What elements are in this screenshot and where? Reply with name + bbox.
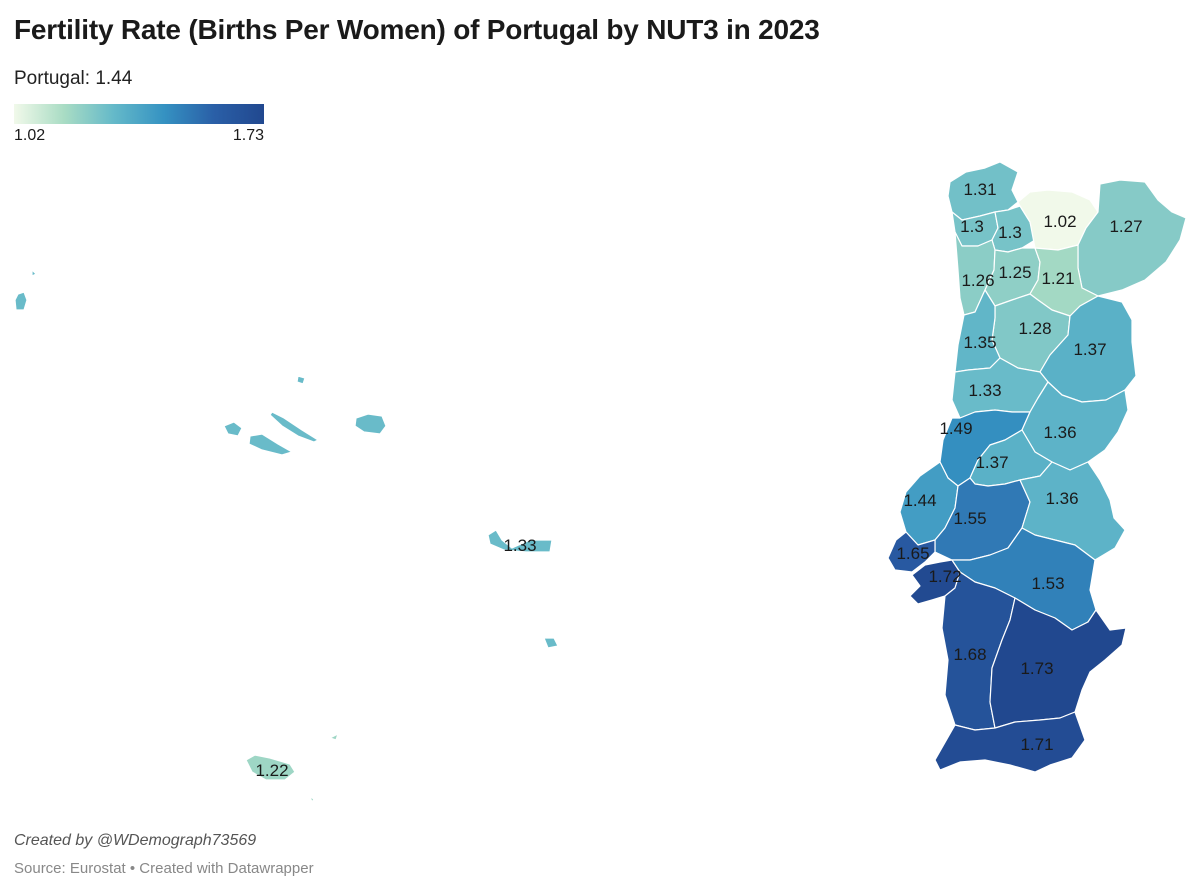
region-grande-lisboa[interactable] [887, 531, 936, 573]
label-alentejo-litoral: 1.68 [953, 645, 986, 664]
label-oeste: 1.44 [903, 491, 936, 510]
label-cavado: 1.3 [960, 217, 984, 236]
label-grande-lisboa: 1.65 [896, 544, 929, 563]
label-tamega-sousa: 1.25 [998, 263, 1031, 282]
label-beiras-serra-estrela: 1.37 [1073, 340, 1106, 359]
page-title: Fertility Rate (Births Per Women) of Por… [14, 14, 820, 45]
region-baixo-alentejo[interactable] [989, 597, 1127, 729]
region-madeira[interactable] [245, 733, 339, 803]
label-regiao-aveiro: 1.35 [963, 333, 996, 352]
region-labels: 1.31 1.3 1.3 1.02 1.27 1.26 1.25 1.21 1.… [255, 180, 1142, 780]
legend-min-label: 1.02 [14, 127, 46, 144]
label-alto-tamega: 1.02 [1043, 212, 1076, 231]
label-ave: 1.3 [998, 223, 1022, 242]
label-alto-minho: 1.31 [963, 180, 996, 199]
color-legend: 1.02 1.73 [14, 104, 264, 145]
label-regiao-coimbra: 1.33 [968, 381, 1001, 400]
region-regiao-aveiro[interactable] [954, 289, 1001, 373]
national-average: Portugal: 1.44 [14, 68, 133, 89]
label-beira-baixa: 1.36 [1043, 423, 1076, 442]
label-viseu-dao-lafoes: 1.28 [1018, 319, 1051, 338]
region-terras-tras-os-montes[interactable] [1077, 179, 1187, 297]
source-note: Source: Eurostat • Created with Datawrap… [14, 860, 314, 877]
label-medio-tejo: 1.37 [975, 453, 1008, 472]
region-azores[interactable] [14, 269, 559, 649]
label-algarve: 1.71 [1020, 735, 1053, 754]
label-terras-tras-os-montes: 1.27 [1109, 217, 1142, 236]
label-baixo-alentejo: 1.73 [1020, 659, 1053, 678]
legend-max-label: 1.73 [232, 127, 264, 144]
label-douro: 1.21 [1041, 269, 1074, 288]
label-leziria-tejo: 1.55 [953, 509, 986, 528]
label-peninsula-setubal: 1.72 [928, 567, 961, 586]
legend-gradient-bar [14, 104, 264, 124]
label-alentejo-central: 1.53 [1031, 574, 1064, 593]
author-credit: Created by @WDemograph73569 [14, 832, 257, 849]
region-algarve[interactable] [934, 711, 1086, 773]
label-azores: 1.33 [503, 536, 536, 555]
label-alto-alentejo: 1.36 [1045, 489, 1078, 508]
label-regiao-leiria: 1.49 [939, 419, 972, 438]
label-area-metropolitana-porto: 1.26 [961, 271, 994, 290]
label-madeira: 1.22 [255, 761, 288, 780]
